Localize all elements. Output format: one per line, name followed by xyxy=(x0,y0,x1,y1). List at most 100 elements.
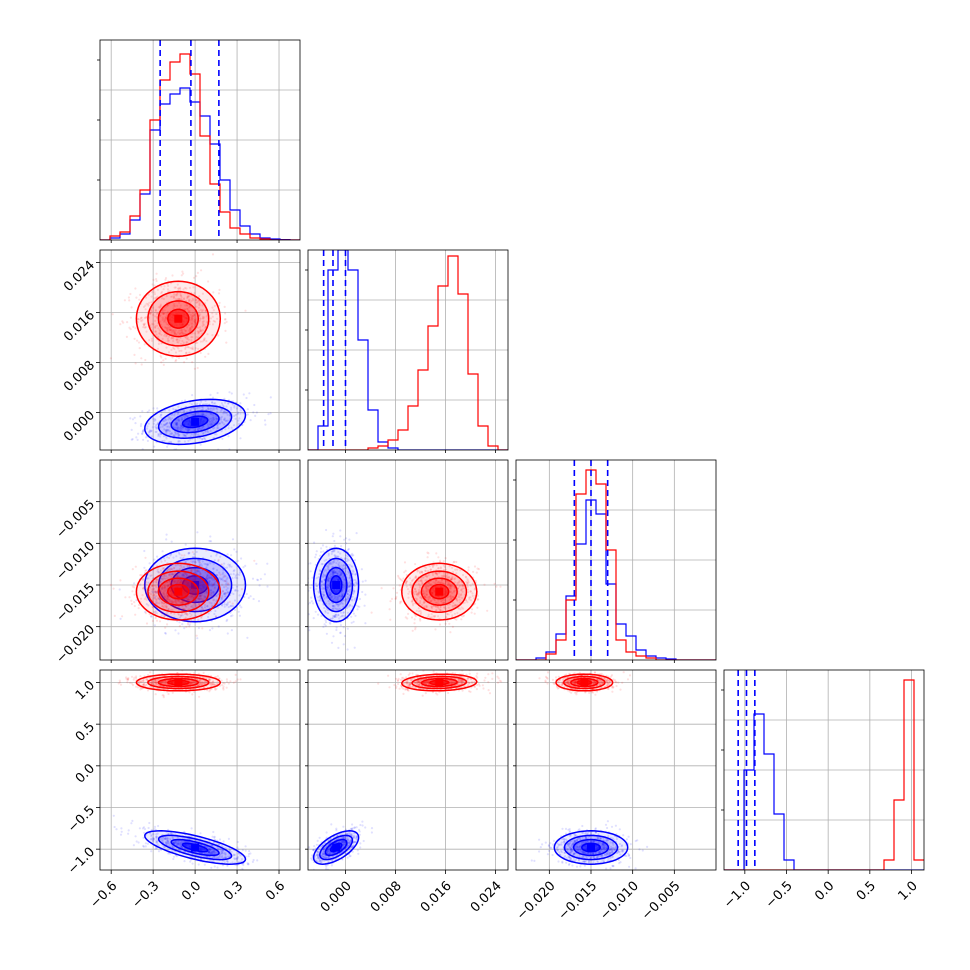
scatter-point xyxy=(423,566,426,569)
diagonal-frame-0 xyxy=(99,39,301,241)
scatter-point xyxy=(172,841,175,844)
scatter-point xyxy=(461,584,464,587)
scatter-point xyxy=(168,426,172,429)
scatter-point xyxy=(228,600,231,604)
scatter-point xyxy=(175,422,178,425)
scatter-point xyxy=(184,346,187,349)
scatter-point xyxy=(156,597,159,600)
scatter-point xyxy=(159,303,162,306)
scatter-point xyxy=(165,418,168,421)
scatter-point xyxy=(346,611,349,614)
scatter-point xyxy=(166,304,170,307)
scatter-point xyxy=(159,594,162,597)
scatter-point xyxy=(225,582,228,586)
scatter-point xyxy=(224,318,227,321)
scatter-point xyxy=(354,579,357,582)
scatter-point xyxy=(414,563,417,566)
scatter-point xyxy=(242,863,245,867)
scatter-point xyxy=(217,558,220,561)
scatter-point xyxy=(199,572,202,576)
scatter-point xyxy=(338,607,341,610)
scatter-point xyxy=(332,571,335,574)
scatter-point xyxy=(200,606,204,609)
scatter-point xyxy=(193,553,196,556)
scatter-point xyxy=(440,600,443,603)
scatter-point xyxy=(199,597,203,600)
scatter-point xyxy=(140,320,143,323)
scatter-point xyxy=(445,616,448,619)
scatter-point xyxy=(389,600,392,603)
scatter-point xyxy=(326,567,329,571)
scatter-point xyxy=(255,411,258,414)
scatter-point xyxy=(151,291,154,294)
scatter-point xyxy=(170,413,173,416)
scatter-point xyxy=(190,319,193,322)
scatter-point xyxy=(459,608,462,611)
scatter-point xyxy=(205,590,208,593)
scatter-point xyxy=(203,437,206,440)
scatter-point xyxy=(173,347,176,351)
scatter-point xyxy=(160,285,163,288)
scatter-point xyxy=(457,595,460,599)
scatter-point xyxy=(236,573,239,576)
scatter-point xyxy=(221,850,224,853)
scatter-point xyxy=(189,595,192,598)
scatter-point xyxy=(176,581,179,584)
scatter-point xyxy=(325,632,328,635)
scatter-point xyxy=(178,572,181,575)
scatter-point xyxy=(339,624,342,627)
scatter-point xyxy=(332,605,335,608)
scatter-point xyxy=(200,597,204,601)
scatter-point xyxy=(460,606,463,609)
scatter-point xyxy=(210,850,213,853)
scatter-point xyxy=(208,540,211,543)
scatter-point xyxy=(380,587,383,590)
scatter-point xyxy=(226,860,229,864)
scatter-point xyxy=(450,578,453,581)
scatter-point xyxy=(339,529,342,532)
scatter-point xyxy=(213,836,216,839)
scatter-point xyxy=(202,575,205,578)
scatter-point xyxy=(157,342,160,345)
scatter-point xyxy=(417,588,421,592)
scatter-point xyxy=(338,565,341,568)
scatter-point xyxy=(331,565,334,568)
scatter-point xyxy=(189,582,192,585)
scatter-point xyxy=(450,585,453,589)
scatter-point xyxy=(185,580,188,583)
scatter-point xyxy=(354,614,357,617)
scatter-point xyxy=(157,306,160,309)
scatter-point xyxy=(473,588,476,591)
scatter-point xyxy=(223,574,226,577)
scatter-point xyxy=(323,578,326,581)
scatter-point xyxy=(223,410,226,413)
scatter-point xyxy=(152,838,155,841)
scatter-point xyxy=(212,418,215,421)
scatter-point xyxy=(145,580,148,584)
scatter-point xyxy=(174,599,177,602)
scatter-point xyxy=(172,855,176,858)
scatter-point xyxy=(160,333,163,336)
scatter-point xyxy=(435,552,438,555)
scatter-point xyxy=(476,606,479,609)
scatter-point xyxy=(155,451,157,453)
scatter-point xyxy=(186,336,189,339)
scatter-point xyxy=(184,414,187,417)
scatter-point xyxy=(173,605,176,608)
scatter-point xyxy=(403,571,406,574)
scatter-point xyxy=(196,341,199,344)
scatter-point xyxy=(154,326,157,329)
scatter-point xyxy=(185,625,188,629)
scatter-point xyxy=(194,347,197,350)
scatter-point xyxy=(163,594,166,598)
scatter-point xyxy=(346,593,349,596)
scatter-point xyxy=(233,599,237,602)
scatter-point xyxy=(414,615,417,618)
scatter-point xyxy=(224,853,227,857)
scatter-point xyxy=(207,407,210,410)
scatter-point xyxy=(172,346,175,349)
scatter-point xyxy=(429,583,432,587)
scatter-point xyxy=(224,329,227,332)
scatter-point xyxy=(178,600,181,603)
scatter-point xyxy=(162,597,165,600)
